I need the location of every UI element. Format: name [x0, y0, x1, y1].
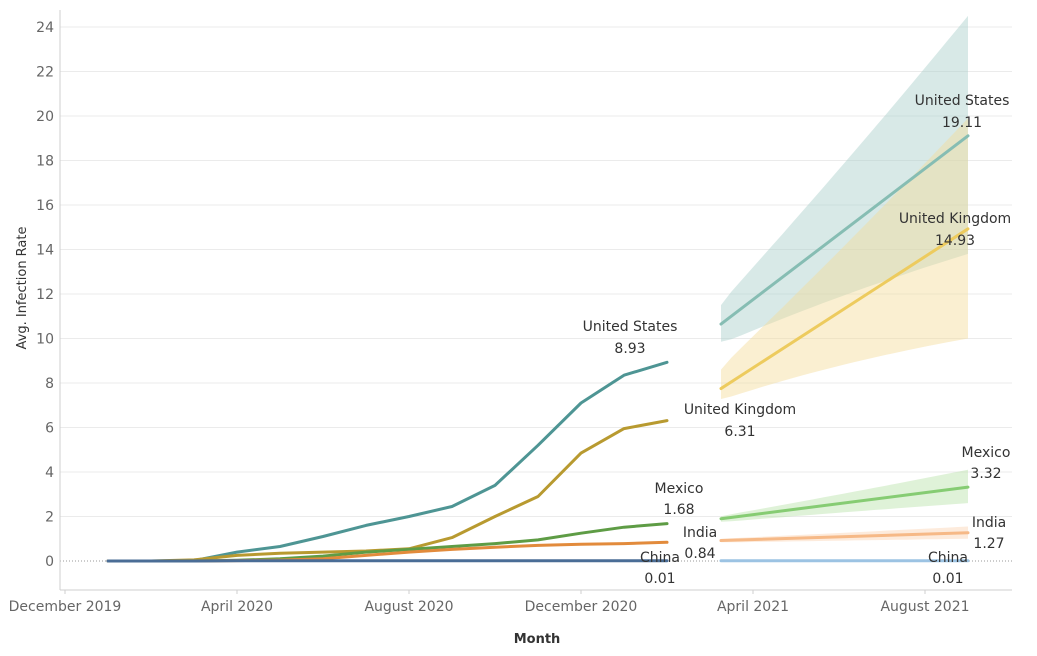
series-line-mexico — [108, 524, 667, 561]
y-tick-label: 20 — [36, 109, 54, 125]
forecast-label-value-mexico: 3.32 — [970, 466, 1001, 482]
forecast-label-name-mexico: Mexico — [962, 445, 1011, 461]
y-tick-label: 2 — [45, 510, 54, 526]
y-tick-label: 10 — [36, 332, 54, 348]
label-value-united-states: 8.93 — [614, 341, 645, 357]
x-tick-label: August 2020 — [364, 599, 453, 615]
y-tick-label: 18 — [36, 154, 54, 170]
forecast-label-name-china: China — [928, 550, 968, 566]
y-axis-title: Avg. Infection Rate — [15, 227, 30, 350]
label-name-united-states: United States — [583, 319, 678, 335]
x-tick-label: August 2021 — [880, 599, 969, 615]
y-tick-label: 22 — [36, 65, 54, 81]
x-tick-label: December 2020 — [525, 599, 638, 615]
y-tick-label: 16 — [36, 198, 54, 214]
forecast-label-value-china: 0.01 — [932, 571, 963, 587]
forecast-label-name-united-states: United States — [915, 93, 1010, 109]
forecast-label-name-united-kingdom: United Kingdom — [899, 211, 1011, 227]
y-tick-label: 6 — [45, 421, 54, 437]
label-name-india: India — [683, 525, 717, 541]
forecast-label-name-india: India — [972, 515, 1006, 531]
y-tick-label: 14 — [36, 243, 54, 259]
x-tick-label: April 2020 — [201, 599, 273, 615]
y-tick-label: 0 — [45, 554, 54, 570]
label-value-united-kingdom: 6.31 — [724, 424, 755, 440]
label-name-united-kingdom: United Kingdom — [684, 402, 796, 418]
y-tick-label: 8 — [45, 376, 54, 392]
forecast-label-value-united-states: 19.11 — [942, 115, 982, 131]
x-tick-label: April 2021 — [717, 599, 789, 615]
label-name-china: China — [640, 550, 680, 566]
label-value-india: 0.84 — [684, 546, 715, 562]
y-tick-label: 24 — [36, 20, 54, 36]
x-tick-label: December 2019 — [9, 599, 122, 615]
series-line-united-kingdom — [108, 421, 667, 561]
y-tick-label: 12 — [36, 287, 54, 303]
x-axis-title: Month — [514, 632, 561, 647]
label-value-mexico: 1.68 — [663, 502, 694, 518]
forecast-label-value-india: 1.27 — [973, 536, 1004, 552]
y-tick-label: 4 — [45, 465, 54, 481]
series-line-united-states — [108, 362, 667, 561]
label-value-china: 0.01 — [644, 571, 675, 587]
label-name-mexico: Mexico — [655, 481, 704, 497]
forecast-label-value-united-kingdom: 14.93 — [935, 233, 975, 249]
